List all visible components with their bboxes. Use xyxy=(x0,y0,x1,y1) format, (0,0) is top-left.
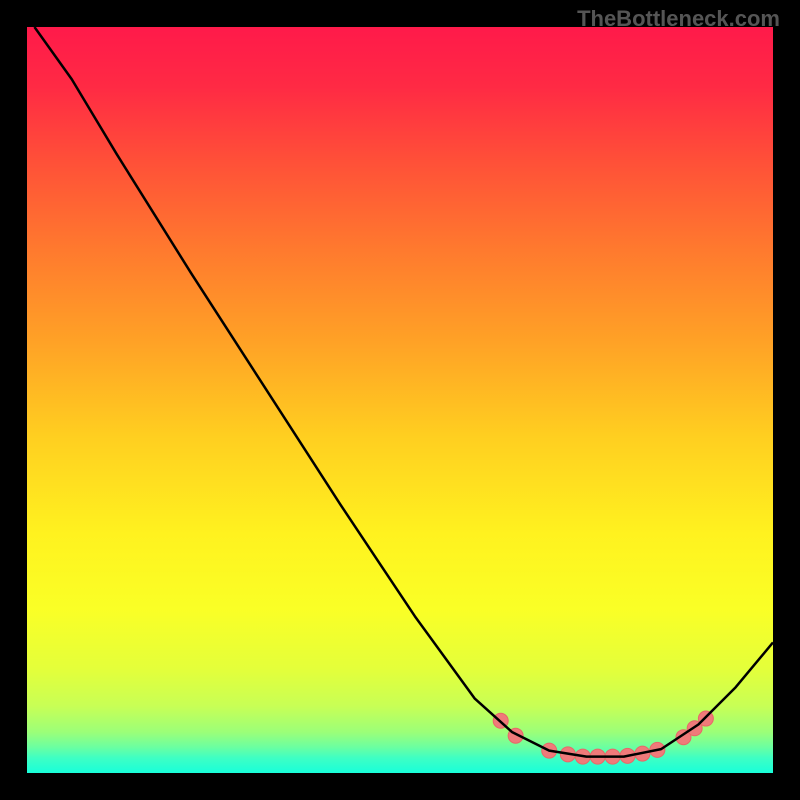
chart-svg-overlay xyxy=(27,27,773,773)
watermark-text: TheBottleneck.com xyxy=(577,6,780,32)
chart-plot-area xyxy=(27,27,773,773)
chart-curve xyxy=(34,27,773,757)
